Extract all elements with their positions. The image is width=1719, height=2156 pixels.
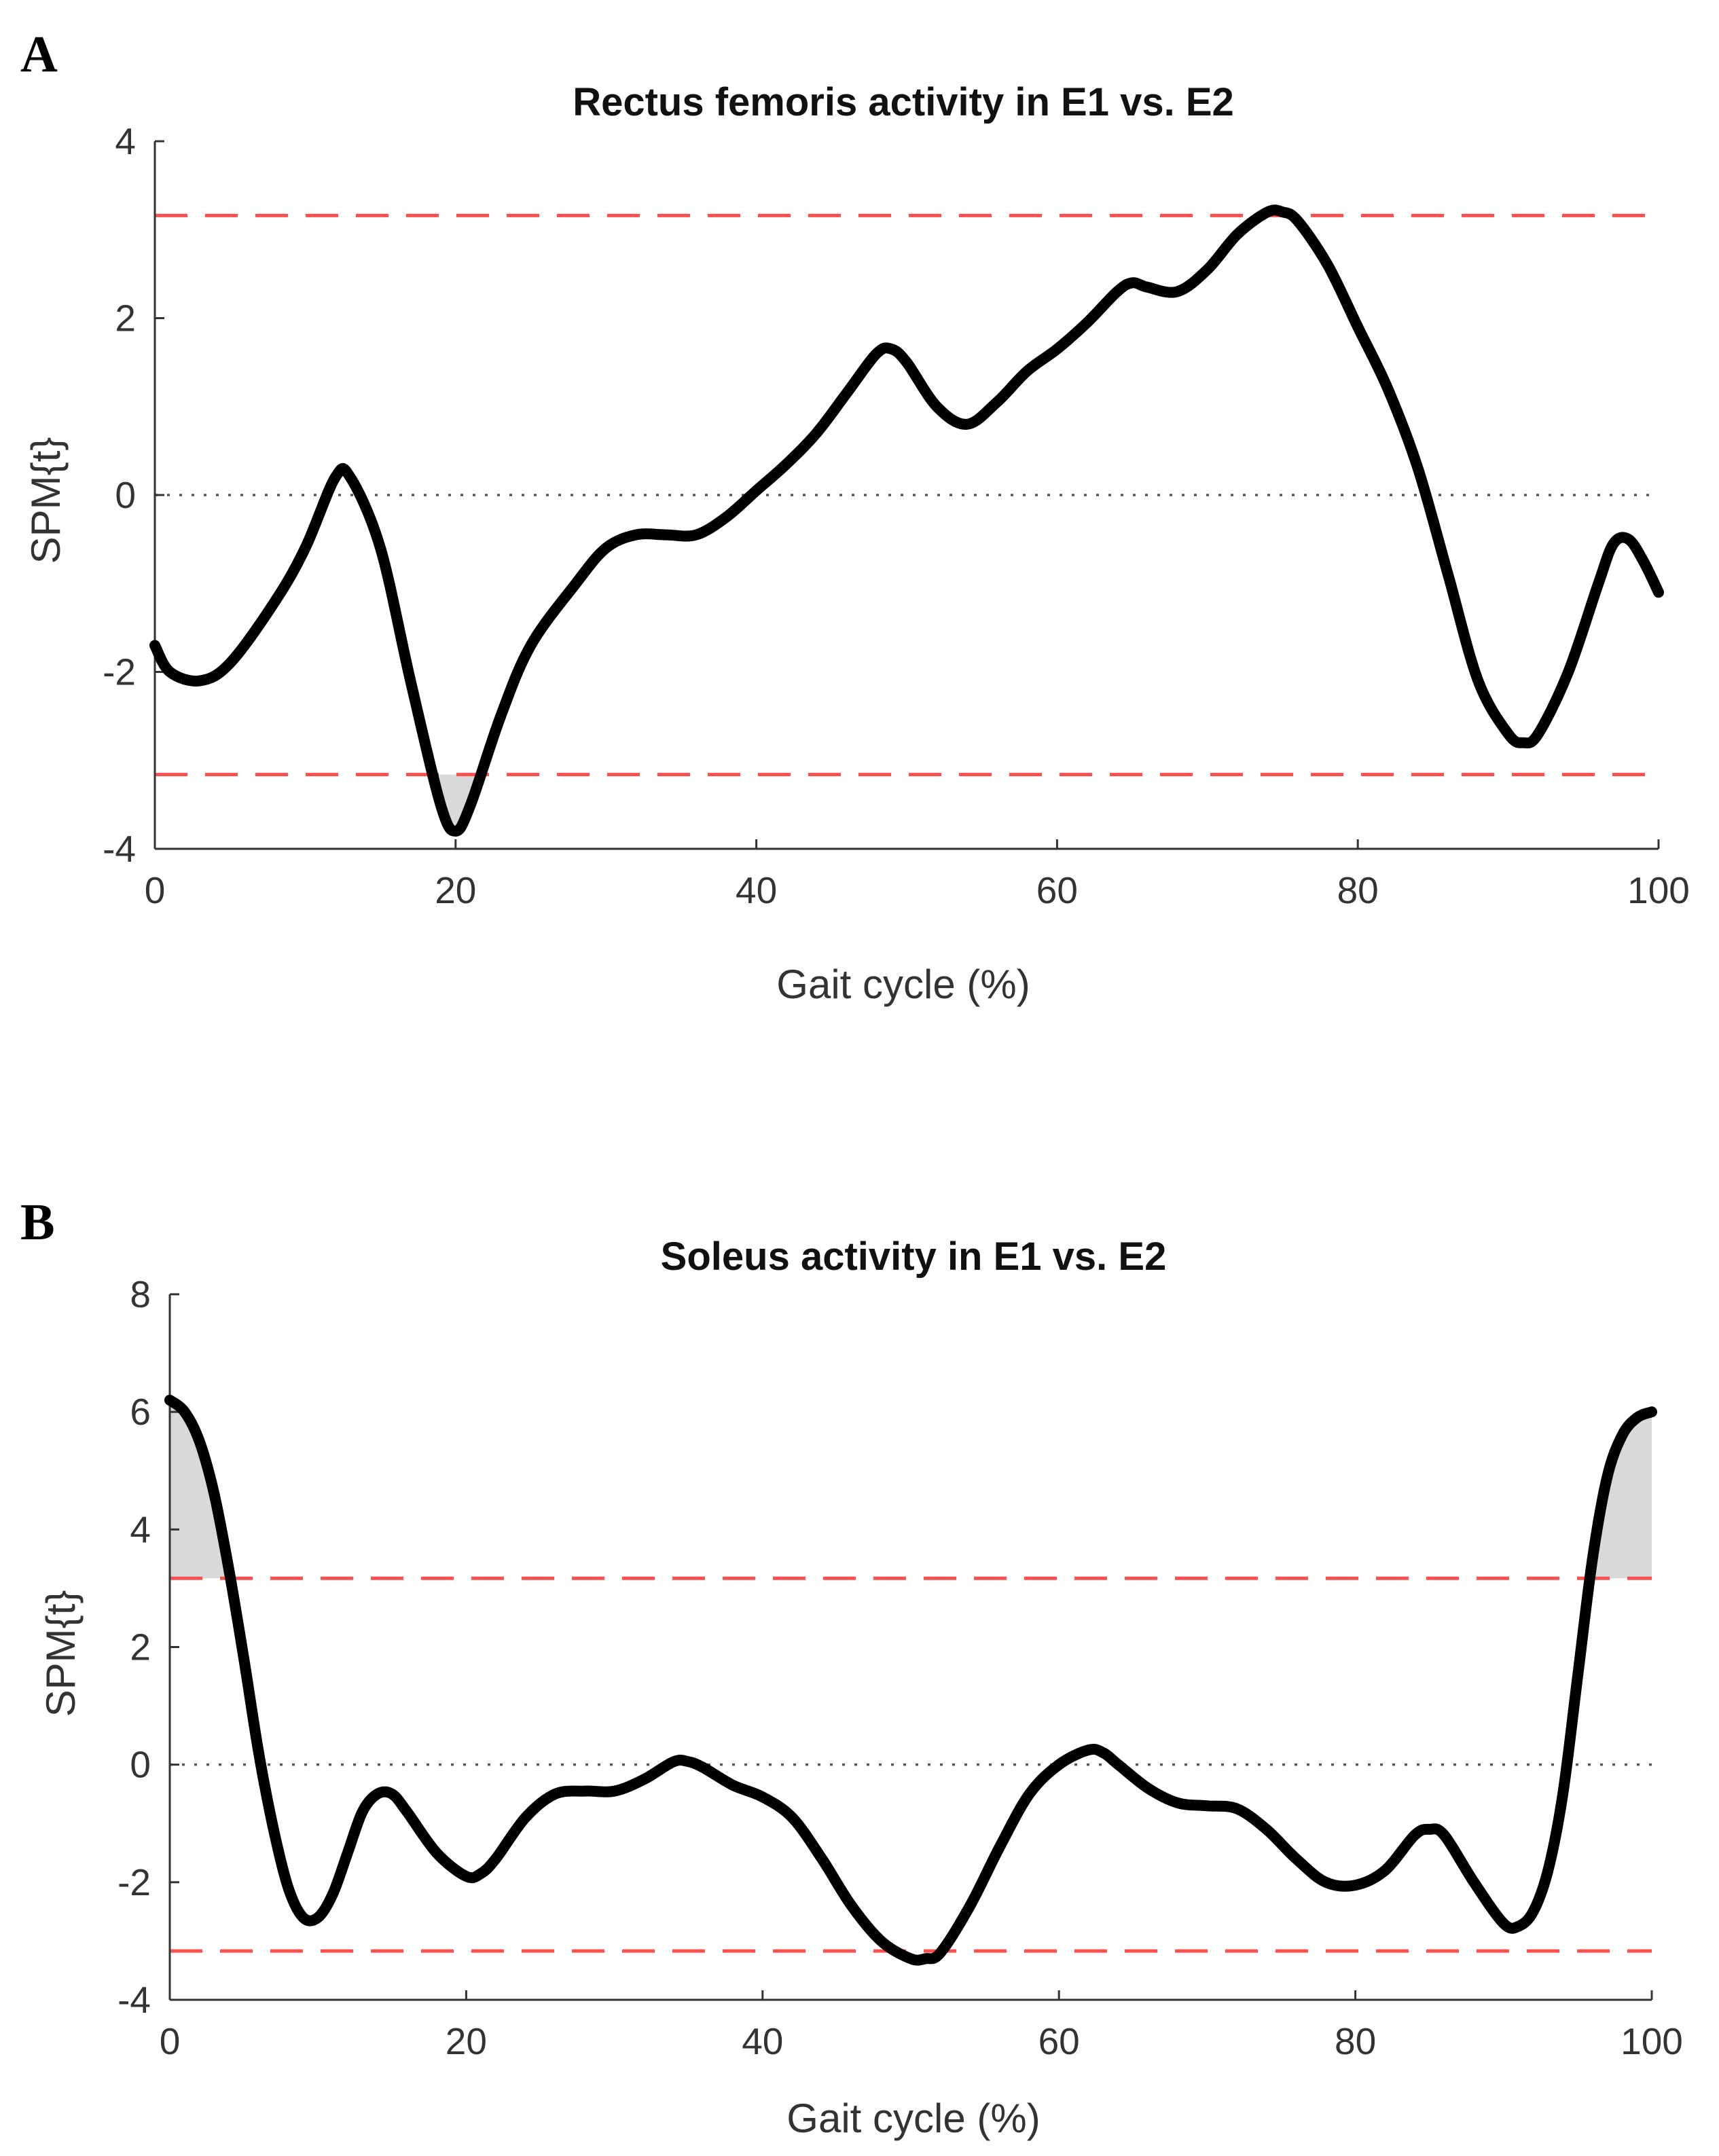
panel-a-y-tick-label: 0 [115, 474, 136, 516]
panel-a-y-axis-title: SPM{t} [23, 437, 69, 564]
panel-a-cluster-1 [433, 773, 479, 831]
panel-b-cluster-1 [170, 1400, 232, 1588]
panel-a-rectus-femoris: A Rectus femoris activity in E1 vs. E2 G… [20, 26, 1690, 1007]
panel-b-x-tick-label: 40 [742, 2020, 783, 2062]
panel-a-y-tick-label: 4 [115, 120, 136, 162]
panel-b-x-axis-title: Gait cycle (%) [786, 2096, 1040, 2141]
panel-b-x-tick-label: 60 [1038, 2020, 1080, 2062]
panel-b-x-tick-label: 20 [446, 2020, 487, 2062]
panel-b-y-tick-label: 2 [130, 1626, 151, 1668]
panel-b-plot-area: 0 20 40 60 80 100 -4 -2 0 2 4 6 8 [117, 1273, 1683, 2062]
panel-b-y-tick-label: 0 [130, 1744, 151, 1786]
panel-b-cluster-2 [1589, 1412, 1652, 1583]
panel-a-x-tick-label: 100 [1627, 869, 1690, 911]
panel-b-x-tick-label: 100 [1621, 2020, 1683, 2062]
panel-a-x-axis-title: Gait cycle (%) [776, 962, 1030, 1007]
panel-b-y-tick-label: 4 [130, 1508, 151, 1550]
panel-a-x-tick-label: 60 [1036, 869, 1078, 911]
panel-a-x-tick-label: 80 [1337, 869, 1379, 911]
panel-a-y-tick-label: -4 [103, 828, 136, 870]
panel-b-soleus: B Soleus activity in E1 vs. E2 Gait cycl… [20, 1194, 1683, 2141]
panel-a-y-tick-label: 2 [115, 297, 136, 340]
panel-a-label: A [20, 26, 58, 83]
panel-b-label: B [20, 1194, 55, 1251]
panel-b-y-tick-label: -2 [117, 1861, 151, 1903]
panel-a-spm-curve [149, 204, 1664, 837]
panel-b-x-tick-label: 0 [160, 2020, 181, 2062]
panel-a-x-tick-label: 0 [145, 869, 166, 911]
panel-a-x-tick-label: 40 [736, 869, 777, 911]
panel-b-title: Soleus activity in E1 vs. E2 [661, 1235, 1167, 1279]
panel-b-spm-curve [164, 1394, 1657, 1966]
panel-a-title: Rectus femoris activity in E1 vs. E2 [573, 80, 1234, 124]
panel-b-y-tick-label: 8 [130, 1273, 151, 1315]
panel-b-y-tick-label: 6 [130, 1391, 151, 1433]
panel-b-x-tick-label: 80 [1335, 2020, 1376, 2062]
panel-b-y-axis-title: SPM{t} [38, 1590, 84, 1717]
panel-a-plot-area: 0 20 40 60 80 100 -4 -2 0 2 4 [103, 120, 1690, 911]
panel-a-x-tick-label: 20 [435, 869, 476, 911]
panel-b-y-tick-label: -4 [117, 1979, 151, 2021]
panel-a-y-tick-label: -2 [103, 651, 136, 693]
